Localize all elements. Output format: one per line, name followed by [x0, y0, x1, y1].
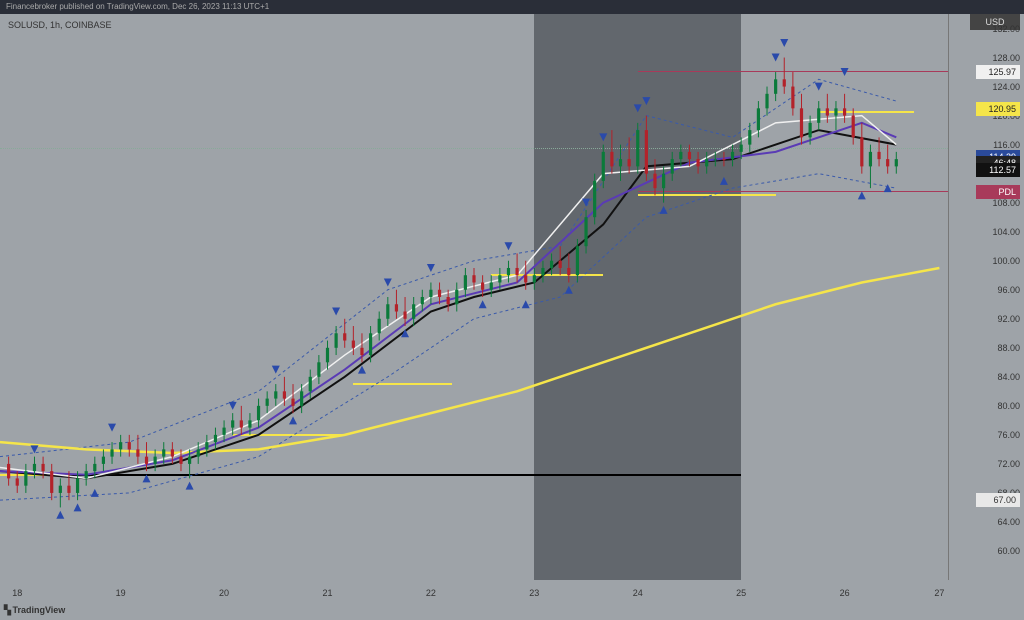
x-tick: 22	[426, 588, 436, 598]
y-tick: 104.00	[952, 226, 1020, 238]
x-tick: 24	[633, 588, 643, 598]
y-tick: 64.00	[952, 516, 1020, 528]
x-tick: 27	[934, 588, 944, 598]
y-tick: 116.00	[952, 139, 1020, 151]
x-tick: 21	[322, 588, 332, 598]
y-tick: 92.00	[952, 313, 1020, 325]
chart-container: Financebroker published on TradingView.c…	[0, 0, 1024, 620]
y-tick: 60.00	[952, 545, 1020, 557]
x-tick: 18	[12, 588, 22, 598]
y-tick: 72.00	[952, 458, 1020, 470]
y-axis: USD 60.0064.0068.0072.0076.0080.0084.008…	[948, 14, 1024, 580]
y-tick: 84.00	[952, 371, 1020, 383]
publisher-text: Financebroker published on TradingView.c…	[6, 2, 269, 11]
publisher-bar: Financebroker published on TradingView.c…	[0, 0, 1024, 14]
chart-plot[interactable]	[0, 14, 948, 580]
x-tick: 26	[840, 588, 850, 598]
y-tick: 132.00	[952, 23, 1020, 35]
y-tick: 88.00	[952, 342, 1020, 354]
footer-logo: ▚ TradingView	[4, 605, 65, 616]
x-axis: 18 19 20 21 22 23 24 25 26 27	[0, 580, 948, 600]
y-tick: 80.00	[952, 400, 1020, 412]
y-tick: 128.00	[952, 52, 1020, 64]
y-tick: 76.00	[952, 429, 1020, 441]
x-tick: 19	[116, 588, 126, 598]
y-tick: 100.00	[952, 255, 1020, 267]
x-tick: 20	[219, 588, 229, 598]
y-tick: 96.00	[952, 284, 1020, 296]
chart-svg	[0, 14, 948, 580]
x-tick: 23	[529, 588, 539, 598]
y-tick: 124.00	[952, 81, 1020, 93]
x-tick: 25	[736, 588, 746, 598]
